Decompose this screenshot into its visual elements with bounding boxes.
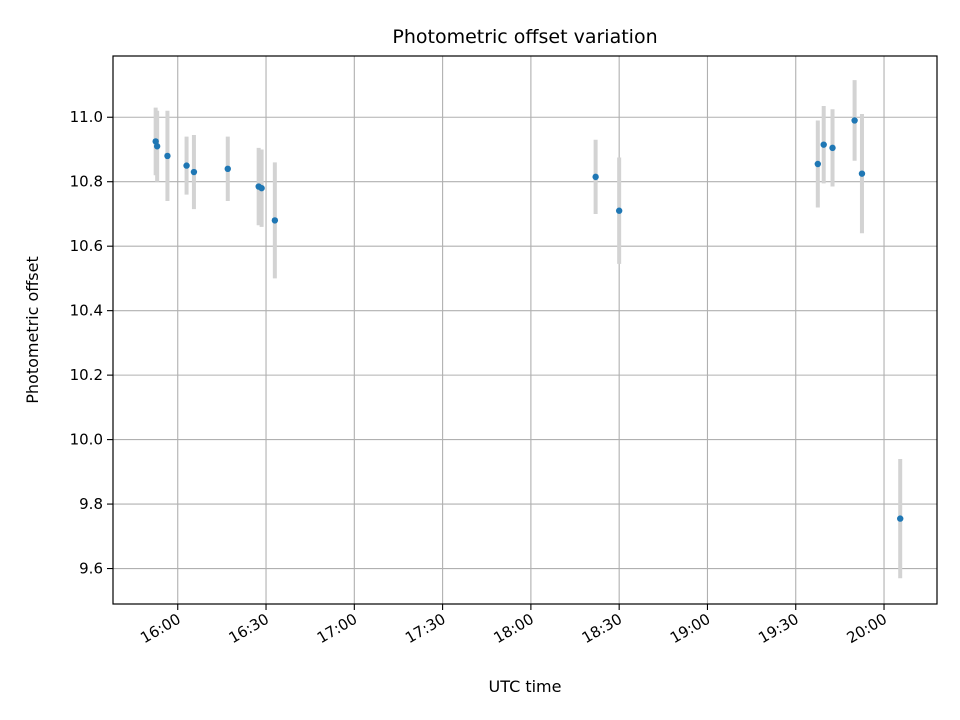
plot-frame	[112, 55, 938, 605]
data-points	[152, 117, 904, 522]
data-point	[592, 173, 599, 181]
data-point	[820, 141, 827, 148]
data-point	[814, 160, 822, 168]
y-tick-label: 11.0	[70, 108, 103, 126]
data-point	[851, 117, 858, 124]
y-axis-title: Photometric offset	[23, 256, 42, 404]
data-point	[858, 170, 866, 177]
data-point	[152, 138, 159, 145]
data-point	[258, 184, 265, 192]
grid	[113, 56, 937, 604]
y-tick-label: 10.0	[70, 431, 103, 449]
data-point	[183, 162, 190, 169]
x-axis-title: UTC time	[489, 677, 562, 696]
data-point	[164, 152, 171, 160]
data-point	[897, 515, 904, 522]
data-point	[829, 144, 836, 152]
y-tick-label: 10.2	[70, 366, 103, 384]
y-tick-label: 10.8	[70, 173, 103, 191]
y-tick-label: 9.8	[79, 495, 103, 513]
y-tick-label: 10.6	[70, 237, 103, 255]
data-point	[224, 165, 231, 173]
y-tick-label: 10.4	[70, 302, 103, 320]
data-point	[190, 168, 198, 176]
data-point	[615, 207, 623, 214]
y-tick-label: 9.6	[79, 560, 103, 578]
data-point	[153, 143, 161, 150]
chart-title: Photometric offset variation	[392, 26, 657, 48]
data-point	[271, 217, 279, 224]
